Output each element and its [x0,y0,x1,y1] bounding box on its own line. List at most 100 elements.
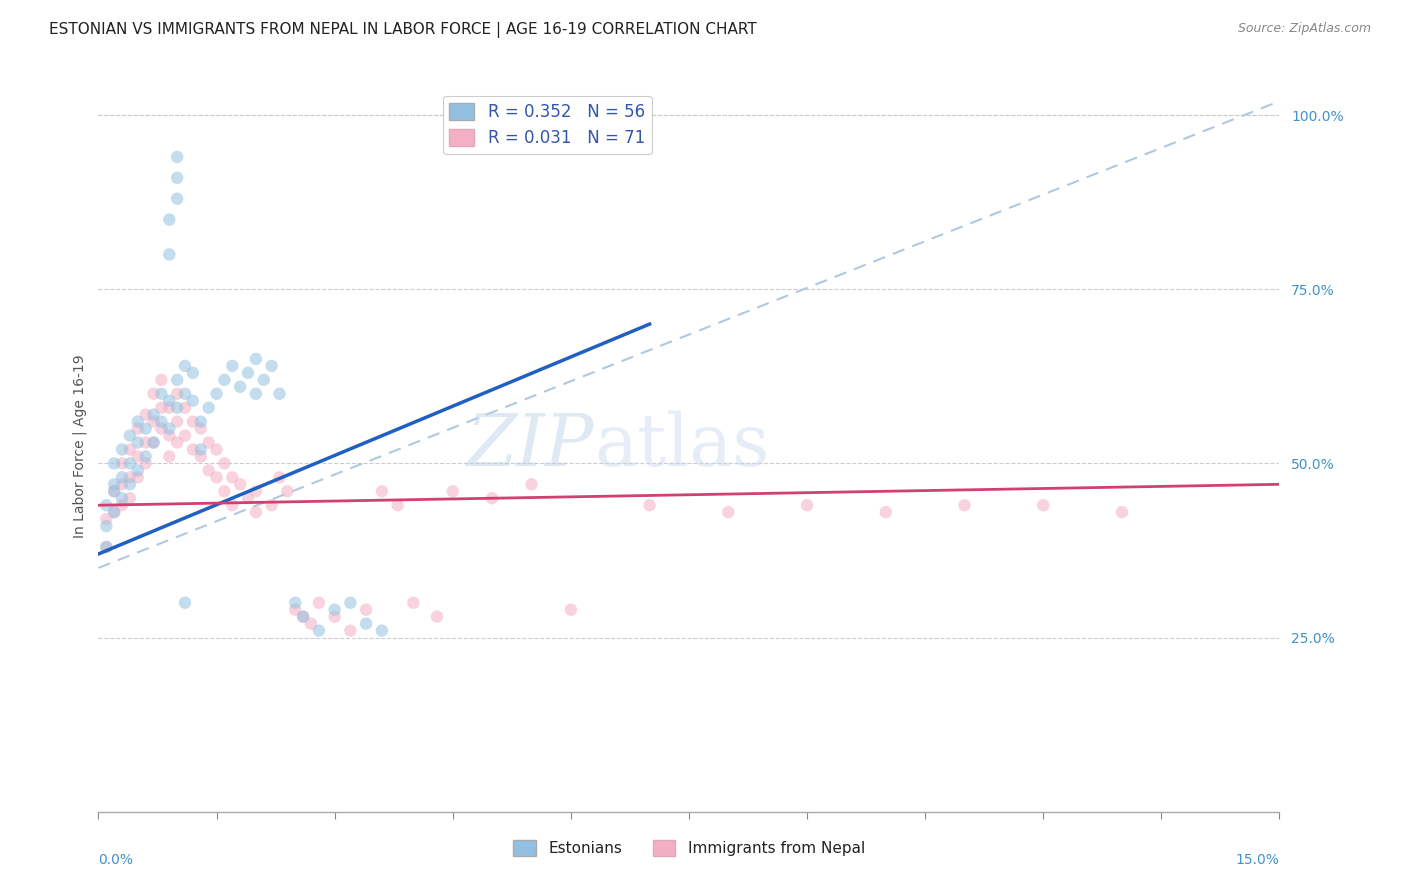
Point [197,463,219,477]
Point [103,477,125,491]
Point [111,491,134,506]
Point [166,415,188,429]
Point [166,401,188,415]
Point [197,401,219,415]
Point [638,498,661,512]
Point [221,470,243,484]
Point [174,359,197,373]
Point [96,498,118,512]
Point [157,428,180,442]
Point [717,505,740,519]
Point [245,484,267,499]
Point [181,393,204,408]
Point [292,609,315,624]
Point [142,435,165,450]
Point [339,624,361,638]
Point [118,491,141,506]
Point [135,450,157,464]
Point [205,386,228,401]
Point [142,415,165,429]
Point [260,498,283,512]
Point [181,366,204,380]
Point [371,484,394,499]
Point [269,470,291,484]
Point [190,450,212,464]
Point [111,470,134,484]
Point [135,457,157,471]
Point [142,386,165,401]
Point [157,212,180,227]
Text: Source: ZipAtlas.com: Source: ZipAtlas.com [1237,22,1371,36]
Point [229,477,252,491]
Point [236,366,259,380]
Point [245,386,267,401]
Point [354,603,377,617]
Point [796,498,818,512]
Point [135,421,157,435]
Point [214,484,236,499]
Text: atlas: atlas [595,410,770,482]
Point [205,470,228,484]
Point [118,442,141,457]
Point [157,401,180,415]
Point [253,373,276,387]
Point [221,498,243,512]
Point [174,386,197,401]
Point [135,408,157,422]
Point [103,505,125,519]
Point [560,603,582,617]
Point [96,540,118,554]
Point [323,603,346,617]
Point [166,386,188,401]
Point [323,609,346,624]
Point [174,596,197,610]
Point [1111,505,1133,519]
Point [127,435,149,450]
Point [229,380,252,394]
Point [190,442,212,457]
Point [481,491,503,506]
Point [96,540,118,554]
Point [118,457,141,471]
Point [953,498,976,512]
Point [111,442,134,457]
Point [371,624,394,638]
Point [135,435,157,450]
Text: ESTONIAN VS IMMIGRANTS FROM NEPAL IN LABOR FORCE | AGE 16-19 CORRELATION CHART: ESTONIAN VS IMMIGRANTS FROM NEPAL IN LAB… [49,22,756,38]
Point [118,470,141,484]
Point [214,457,236,471]
Point [174,428,197,442]
Point [292,609,315,624]
Point [260,359,283,373]
Point [236,491,259,506]
Point [150,415,173,429]
Point [111,498,134,512]
Point [308,596,330,610]
Point [197,435,219,450]
Point [118,477,141,491]
Point [284,603,307,617]
Point [150,373,173,387]
Point [1032,498,1054,512]
Point [157,450,180,464]
Point [299,616,322,631]
Point [205,442,228,457]
Point [166,170,188,185]
Point [181,442,204,457]
Point [181,415,204,429]
Point [875,505,897,519]
Point [166,150,188,164]
Point [127,421,149,435]
Point [127,470,149,484]
Point [150,421,173,435]
Point [142,408,165,422]
Point [245,505,267,519]
Point [221,359,243,373]
Point [157,421,180,435]
Point [111,477,134,491]
Point [96,512,118,526]
Point [118,428,141,442]
Point [402,596,425,610]
Point [214,373,236,387]
Point [96,519,118,533]
